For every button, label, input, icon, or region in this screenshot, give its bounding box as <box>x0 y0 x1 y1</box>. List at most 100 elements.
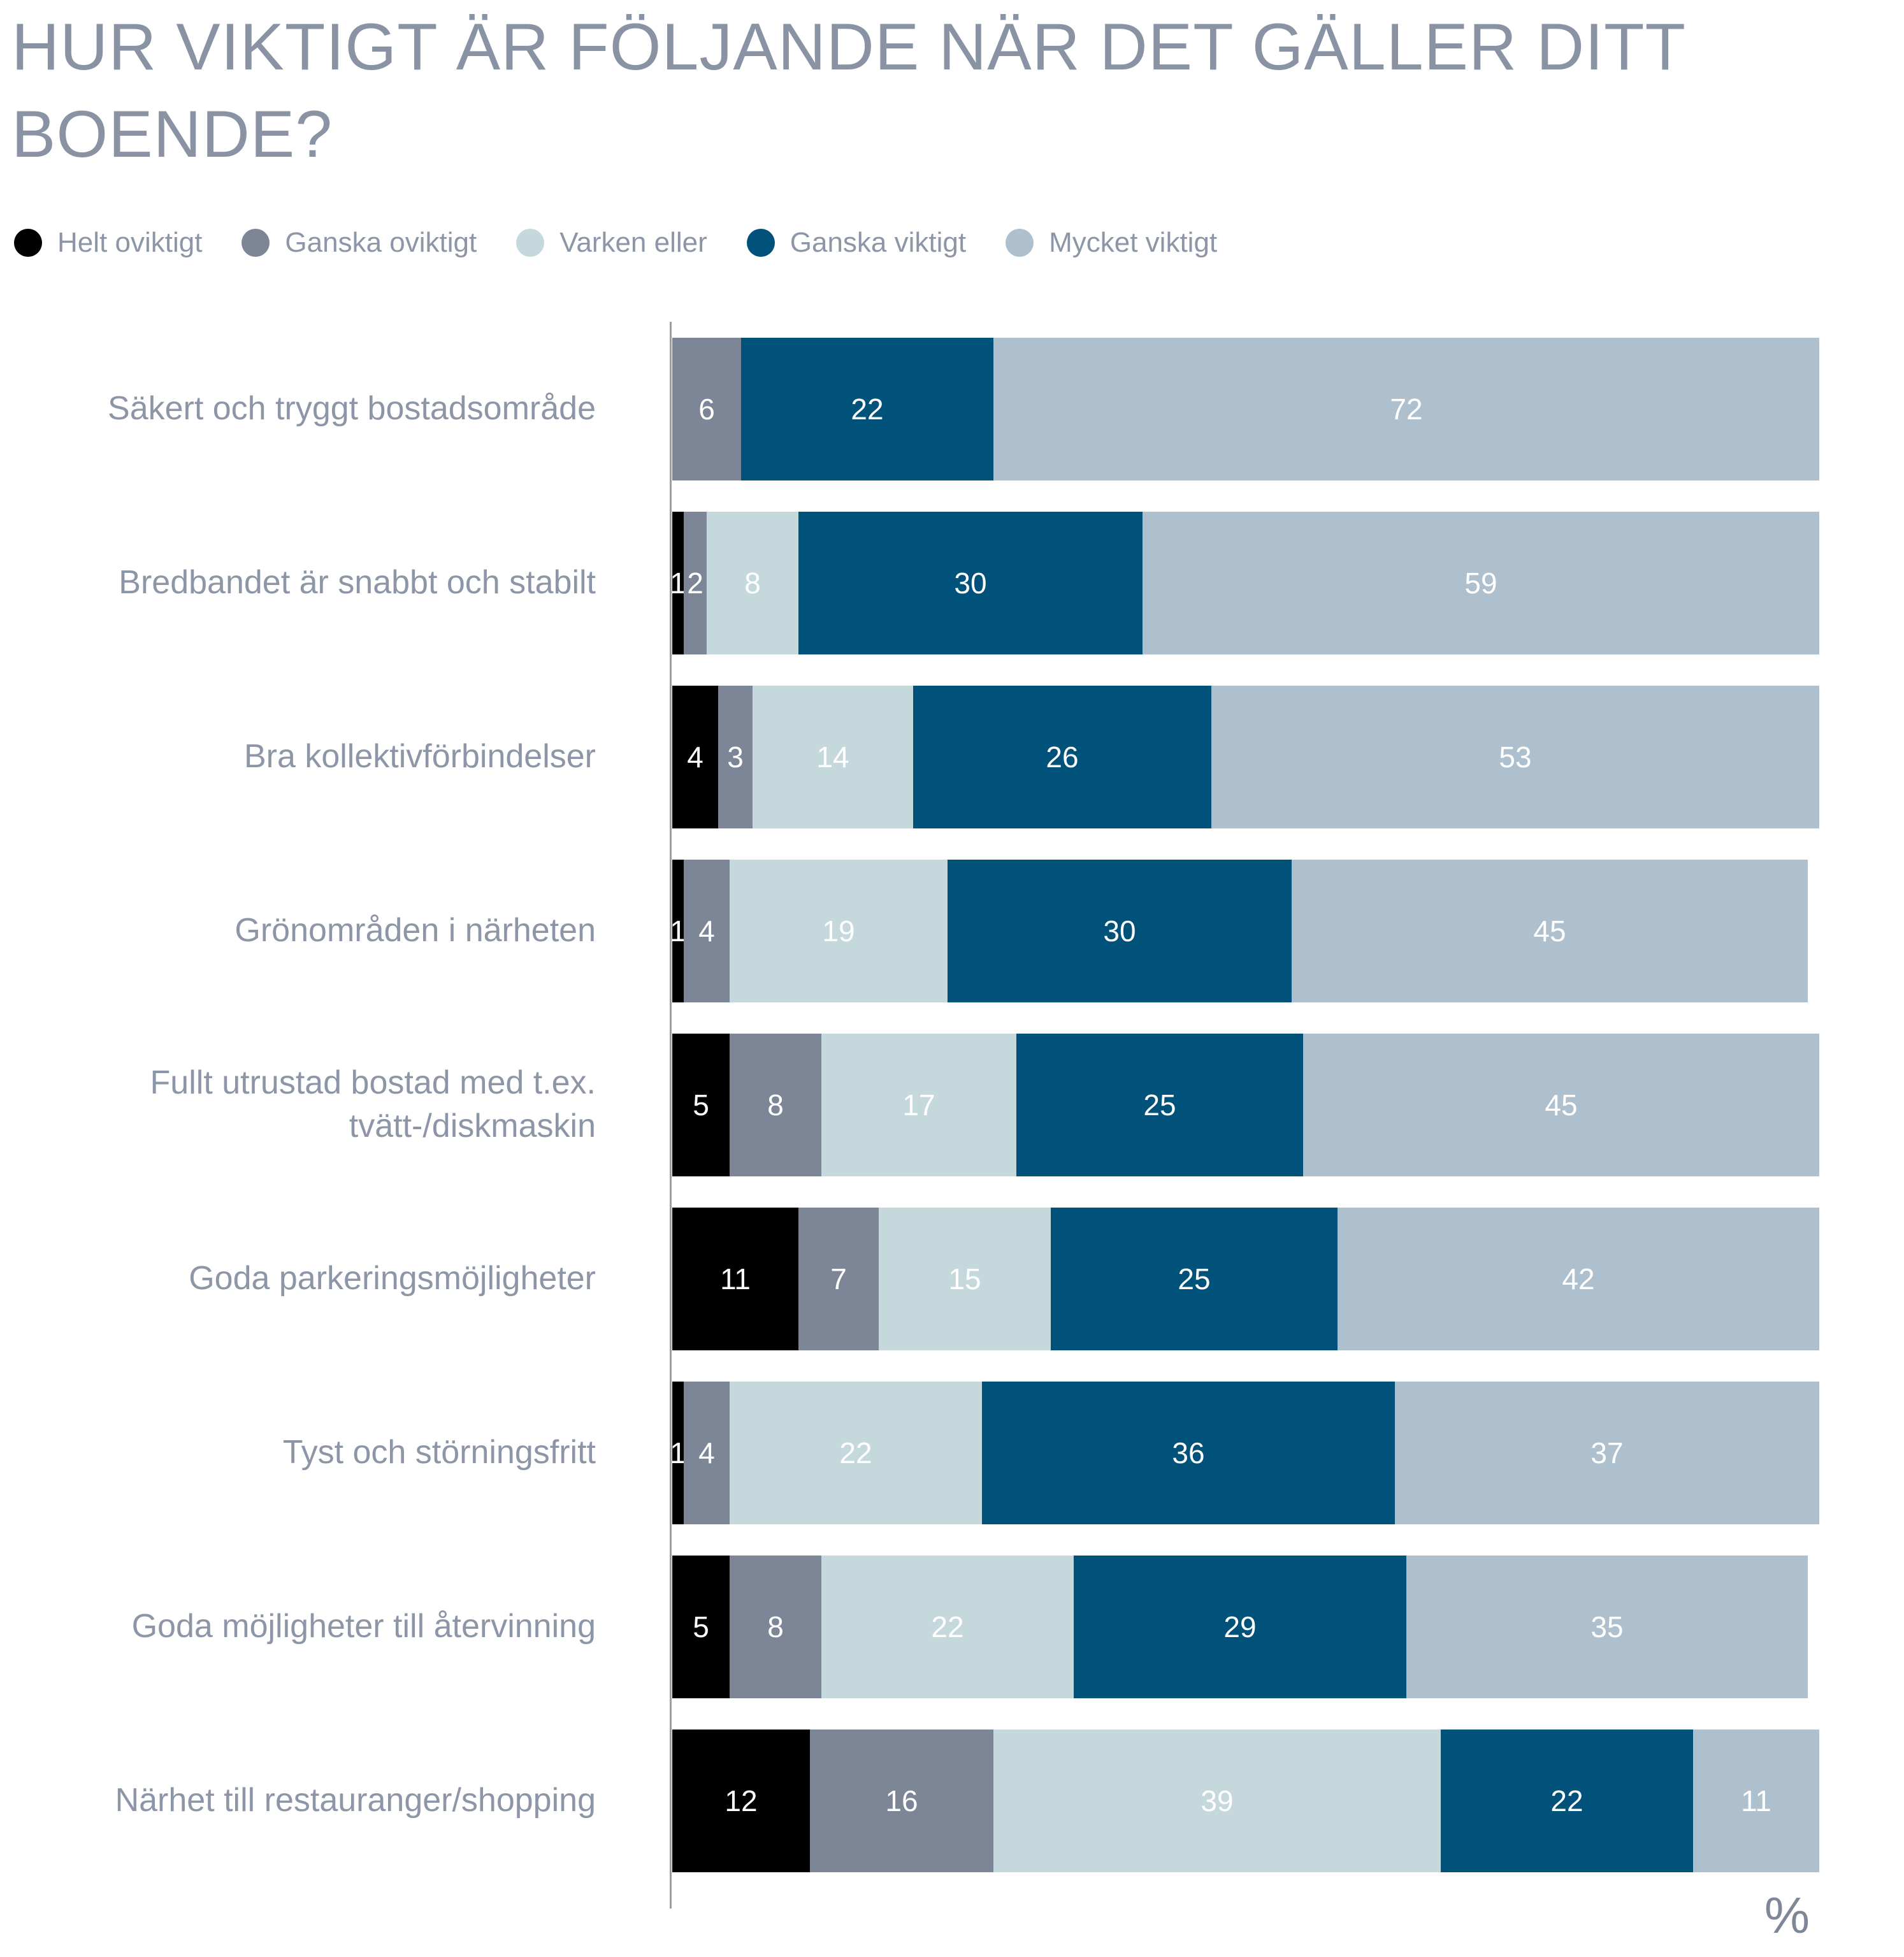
bar-segment: 5 <box>672 1555 730 1698</box>
legend-color-dot <box>242 229 270 257</box>
segment-value-label: 53 <box>1499 740 1532 774</box>
segment-value-label: 45 <box>1533 914 1566 948</box>
segment-value-label: 1 <box>670 1436 686 1470</box>
legend-item: Ganska viktigt <box>746 227 967 259</box>
bar-track: 12 16 39 22 11 <box>672 1729 1819 1872</box>
x-axis-unit-label: % <box>1764 1887 1810 1944</box>
bar-segment: 22 <box>821 1555 1074 1698</box>
bar-segment: 6 <box>672 337 741 480</box>
segment-value-label: 16 <box>885 1784 918 1817</box>
chart-row: Goda möjligheter till återvinning 5 8 22 29 3… <box>0 1540 1904 1714</box>
bar-segment: 4 <box>684 859 730 1002</box>
bar-segment: 11 <box>672 1207 798 1350</box>
segment-value-label: 25 <box>1143 1088 1176 1122</box>
segment-value-label: 59 <box>1464 566 1497 600</box>
segment-value-label: 72 <box>1390 392 1423 426</box>
bar-segment: 53 <box>1211 685 1819 828</box>
bar-segment: 72 <box>993 337 1819 480</box>
chart-title: HUR VIKTIGT ÄR FÖLJANDE NÄR DET GÄLLER D… <box>11 10 1685 172</box>
bar-track: 1 4 19 30 45 <box>670 859 1819 1002</box>
segment-value-label: 6 <box>698 392 715 426</box>
segment-value-label: 17 <box>902 1088 935 1122</box>
segment-value-label: 8 <box>767 1088 784 1122</box>
bar-segment: 35 <box>1406 1555 1808 1698</box>
y-axis-line <box>670 322 672 1909</box>
chart-row: Säkert och tryggt bostadsområde 6 22 72 <box>0 322 1904 496</box>
bar-track: 11 7 15 25 42 <box>672 1207 1819 1350</box>
bar-segment: 1 <box>670 1381 686 1524</box>
segment-value-label: 4 <box>698 914 715 948</box>
segment-value-label: 25 <box>1178 1262 1211 1296</box>
segment-value-label: 29 <box>1223 1610 1257 1643</box>
bar-segment: 4 <box>684 1381 730 1524</box>
segment-value-label: 8 <box>744 566 761 600</box>
bar-segment: 26 <box>913 685 1211 828</box>
bar-segment: 29 <box>1074 1555 1406 1698</box>
segment-value-label: 11 <box>1741 1784 1771 1817</box>
legend-item: Varken eller <box>516 227 707 259</box>
segment-value-label: 42 <box>1562 1262 1595 1296</box>
segment-value-label: 19 <box>822 914 855 948</box>
category-label: Grönområden i närheten <box>234 911 596 949</box>
segment-value-label: 2 <box>687 566 703 600</box>
chart-row: Bra kollektivförbindelser 4 3 14 26 53 <box>0 670 1904 844</box>
bar-segment: 3 <box>718 685 753 828</box>
segment-value-label: 1 <box>670 914 686 948</box>
bar-track: 6 22 72 <box>672 337 1819 480</box>
bar-track: 1 2 8 30 59 <box>670 511 1819 654</box>
chart-rows: Säkert och tryggt bostadsområde 6 22 72 Bred… <box>0 322 1904 1888</box>
legend-item: Ganska oviktigt <box>242 227 477 259</box>
segment-value-label: 26 <box>1046 740 1079 774</box>
category-label: Tyst och störningsfritt <box>282 1433 596 1471</box>
segment-value-label: 5 <box>693 1610 709 1643</box>
bar-segment: 30 <box>948 859 1292 1002</box>
segment-value-label: 36 <box>1172 1436 1205 1470</box>
segment-value-label: 5 <box>693 1088 709 1122</box>
segment-value-label: 30 <box>954 566 987 600</box>
category-label: Goda möjligheter till återvinning <box>131 1607 596 1645</box>
segment-value-label: 4 <box>698 1436 715 1470</box>
category-label: Bredbandet är snabbt och stabilt <box>119 563 596 601</box>
bar-segment: 2 <box>684 511 707 654</box>
bar-segment: 22 <box>730 1381 982 1524</box>
segment-value-label: 39 <box>1201 1784 1234 1817</box>
chart-area: Säkert och tryggt bostadsområde 6 22 72 Bred… <box>0 322 1904 1909</box>
legend-color-dot <box>516 229 545 257</box>
segment-value-label: 22 <box>931 1610 964 1643</box>
bar-segment: 4 <box>672 685 718 828</box>
bar-segment: 12 <box>672 1729 810 1872</box>
bar-segment: 25 <box>1051 1207 1338 1350</box>
bar-segment: 8 <box>730 1555 821 1698</box>
bar-segment: 19 <box>730 859 948 1002</box>
bar-segment: 30 <box>798 511 1143 654</box>
chart-row: Grönområden i närheten 1 4 19 30 45 <box>0 844 1904 1018</box>
segment-value-label: 4 <box>687 740 703 774</box>
bar-segment: 36 <box>982 1381 1395 1524</box>
legend: Helt oviktigt Ganska oviktigt Varken eller… <box>14 227 1257 259</box>
category-label: Säkert och tryggt bostadsområde <box>108 389 596 427</box>
chart-row: Tyst och störningsfritt 1 4 22 36 37 <box>0 1366 1904 1540</box>
bar-track: 1 4 22 36 37 <box>670 1381 1819 1524</box>
segment-value-label: 35 <box>1590 1610 1624 1643</box>
segment-value-label: 22 <box>1550 1784 1583 1817</box>
segment-value-label: 8 <box>767 1610 784 1643</box>
bar-segment: 39 <box>993 1729 1441 1872</box>
legend-label: Ganska viktigt <box>790 227 967 258</box>
bar-segment: 22 <box>741 337 993 480</box>
bar-segment: 15 <box>879 1207 1051 1350</box>
bar-segment: 7 <box>798 1207 879 1350</box>
legend-color-dot <box>746 229 775 257</box>
legend-label: Varken eller <box>559 227 707 258</box>
chart-row: Goda parkeringsmöjligheter 11 7 15 25 42 <box>0 1192 1904 1366</box>
bar-track: 4 3 14 26 53 <box>672 685 1819 828</box>
bar-segment: 8 <box>707 511 798 654</box>
bar-segment: 11 <box>1693 1729 1819 1872</box>
legend-item: Helt oviktigt <box>14 227 202 259</box>
bar-segment: 5 <box>672 1033 730 1176</box>
segment-value-label: 30 <box>1103 914 1136 948</box>
chart-row: Bredbandet är snabbt och stabilt 1 2 8 30 59 <box>0 496 1904 670</box>
bar-track: 5 8 22 29 35 <box>672 1555 1819 1698</box>
segment-value-label: 12 <box>725 1784 758 1817</box>
legend-item: Mycket viktigt <box>1006 227 1217 259</box>
